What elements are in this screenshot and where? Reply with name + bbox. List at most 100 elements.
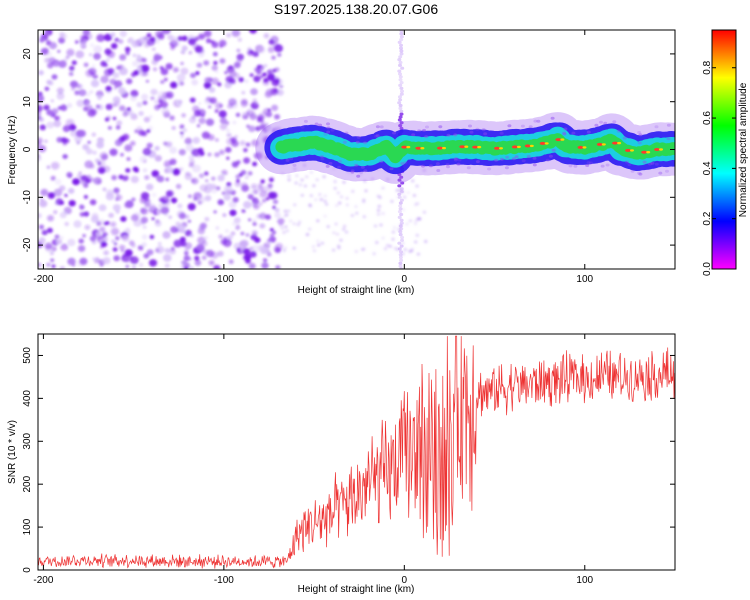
noise-blob <box>212 51 218 57</box>
noise-blob <box>179 213 186 219</box>
noise-blob <box>50 258 55 263</box>
noise-blob <box>214 109 219 113</box>
ridge-peak <box>544 142 549 145</box>
noise-blob <box>91 64 96 68</box>
noise-blob <box>142 147 152 156</box>
noise-blob <box>362 198 366 202</box>
spike-blob <box>397 58 402 62</box>
noise-blob <box>225 121 230 125</box>
noise-blob <box>413 222 418 226</box>
noise-blob <box>417 217 421 221</box>
ridge-fringe <box>545 158 550 162</box>
ridge-fringe <box>411 133 416 137</box>
noise-blob <box>282 230 286 235</box>
noise-blob <box>166 92 173 99</box>
noise-blob <box>39 124 46 131</box>
noise-blob <box>335 232 340 236</box>
noise-blob <box>287 174 291 178</box>
noise-blob <box>54 178 62 185</box>
colorbar: 0.0 0.2 0.4 0.6 0.8 Normalized spectral ampl… <box>702 29 749 276</box>
noise-blob <box>125 168 131 173</box>
noise-blob <box>258 46 266 54</box>
noise-blob <box>76 99 85 108</box>
noise-blob <box>103 250 109 256</box>
noise-blob <box>269 228 274 232</box>
spike-blob <box>399 46 403 50</box>
ridge-peak <box>437 146 443 150</box>
spike-blob <box>397 178 402 182</box>
noise-blob <box>131 265 137 269</box>
x-tick-label: 100 <box>576 274 593 285</box>
noise-blob <box>172 168 180 176</box>
noise-blob <box>248 262 256 269</box>
spike-blob <box>398 63 402 67</box>
noise-blob <box>336 244 341 248</box>
noise-blob <box>154 104 161 111</box>
noise-blob <box>155 219 160 224</box>
ridge-fringe <box>562 131 567 135</box>
noise-blob <box>289 219 293 223</box>
noise-blob <box>119 135 127 142</box>
noise-blob <box>38 94 45 103</box>
spike-blob <box>399 92 404 96</box>
noise-blob <box>56 87 64 95</box>
ridge-fringe <box>330 128 335 132</box>
spike-blob <box>399 198 404 202</box>
spike-blob <box>398 201 403 205</box>
noise-blob <box>224 229 229 233</box>
noise-blob <box>90 79 100 88</box>
noise-blob <box>192 136 201 144</box>
spike-blob <box>398 55 403 59</box>
noise-blob <box>260 179 265 184</box>
colorbar-tick-label: 0.0 <box>702 262 713 276</box>
noise-blob <box>63 206 72 215</box>
noise-blob <box>192 164 201 173</box>
noise-blob <box>376 194 381 198</box>
noise-blob <box>305 233 310 237</box>
noise-blob <box>38 145 47 153</box>
noise-blob <box>44 86 50 92</box>
spike-blob <box>398 103 403 108</box>
noise-blob <box>295 174 299 178</box>
noise-blob <box>111 239 116 244</box>
noise-blob <box>51 264 56 269</box>
noise-blob <box>323 194 328 198</box>
noise-blob <box>163 141 168 146</box>
noise-blob <box>201 113 205 118</box>
spike-blob <box>398 207 403 211</box>
ridge-peak <box>477 145 482 149</box>
noise-blob <box>123 175 129 181</box>
noise-blob <box>91 212 99 219</box>
noise-blob <box>247 193 254 200</box>
spike-blob <box>398 233 403 237</box>
noise-blob <box>204 195 212 202</box>
ridge-fringe <box>605 163 610 167</box>
noise-blob <box>153 154 159 160</box>
noise-blob <box>163 160 172 168</box>
noise-blob <box>87 108 96 117</box>
noise-blob <box>54 234 60 239</box>
noise-blob <box>274 207 280 213</box>
noise-blob <box>140 208 146 214</box>
noise-blob <box>215 138 219 142</box>
ridge-fringe <box>356 174 361 178</box>
ridge-fringe <box>446 133 451 137</box>
noise-blob <box>70 130 78 137</box>
ridge-fringe <box>568 164 573 168</box>
ridge-fringe <box>588 161 593 165</box>
spike-blob <box>397 69 402 73</box>
ridge-fringe <box>528 125 533 129</box>
noise-blob <box>182 128 187 133</box>
noise-blob <box>47 215 54 222</box>
noise-blob <box>413 240 418 244</box>
spike-blob <box>399 258 404 262</box>
noise-blob <box>422 210 427 214</box>
spike-blob <box>398 98 403 102</box>
noise-blob <box>253 198 260 205</box>
noise-blob <box>141 64 150 73</box>
noise-blob <box>415 202 420 206</box>
spectrogram-x-label: Height of straight line (km) <box>298 285 415 296</box>
noise-blob <box>113 242 118 246</box>
noise-blob <box>323 214 327 218</box>
noise-blob <box>93 45 103 54</box>
